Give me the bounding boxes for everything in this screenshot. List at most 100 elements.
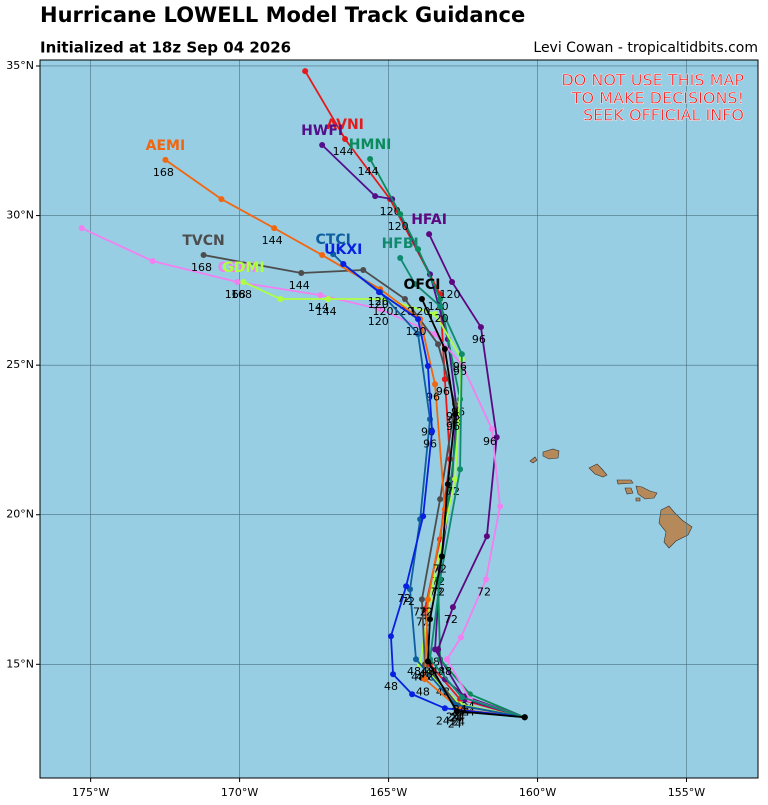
hawaii-islands [529, 448, 693, 549]
hour-label: 48 [384, 680, 398, 693]
hour-label: 120 [368, 315, 389, 328]
track-point [401, 296, 408, 303]
track-point [457, 466, 464, 473]
track-point [426, 231, 433, 238]
track-point [432, 381, 439, 388]
hour-label: 48 [411, 670, 425, 683]
hour-label: 96 [446, 420, 460, 433]
hour-label: 144 [308, 301, 329, 314]
hour-label: 120 [392, 305, 413, 318]
track-point [424, 363, 431, 370]
track-point [449, 278, 456, 285]
track-point [458, 694, 465, 701]
track-point [377, 306, 384, 313]
track-point [493, 434, 500, 441]
frame [39, 59, 759, 779]
hour-label: 96 [453, 360, 467, 373]
hour-label: 120 [368, 295, 389, 308]
credit: Levi Cowan - tropicaltidbits.com [533, 40, 758, 56]
hour-label: 72 [433, 562, 447, 575]
track-point [437, 303, 444, 310]
island [588, 463, 608, 478]
track-point [415, 316, 422, 323]
hour-label: 144 [358, 165, 379, 178]
track-point [360, 267, 367, 274]
warning-line: SEEK OFFICIAL INFO [583, 106, 744, 125]
track-point [435, 646, 442, 653]
model-name: CEMI [218, 260, 257, 276]
track-point [218, 196, 225, 203]
track-point [162, 156, 169, 163]
axes: 175°W 170°W 165°W 160°W 155°W 15°N 20°N 25°N 30°… [6, 59, 705, 799]
model-name: TVCN [182, 233, 224, 249]
hour-label: 168 [153, 166, 174, 179]
track-point [418, 296, 425, 303]
track-point [521, 714, 528, 721]
hour-label: 96 [483, 435, 497, 448]
hour-label: 168 [191, 261, 212, 274]
hour-label: 48 [416, 685, 430, 698]
hour-label: 72 [419, 605, 433, 618]
title: Hurricane LOWELL Model Track Guidance [40, 3, 525, 27]
warning: DO NOT USE THIS MAP TO MAKE DECISIONS! S… [561, 70, 744, 125]
track-point [453, 708, 460, 715]
hour-label: 72 [413, 605, 427, 618]
track-point [415, 246, 422, 253]
track-line [164, 159, 525, 719]
track-point [367, 156, 374, 163]
track-point [421, 676, 428, 683]
hour-label: 96 [436, 385, 450, 398]
model-name: CTCI [316, 232, 351, 248]
hour-label: 72 [397, 592, 411, 605]
island [635, 497, 641, 502]
hour-label: 48 [407, 665, 421, 678]
hour-label: 72 [401, 595, 415, 608]
track-point [452, 476, 459, 483]
island [624, 487, 634, 495]
track-point [443, 656, 450, 663]
hour-label: 168 [231, 288, 252, 301]
ocean [40, 60, 758, 778]
model-name: UKXI [324, 242, 362, 258]
hour-label: 144 [316, 305, 337, 318]
track-point [457, 634, 464, 641]
track-point [325, 296, 332, 303]
hour-label: 72 [444, 613, 458, 626]
hour-label: 96 [453, 365, 467, 378]
track-point [317, 292, 324, 299]
model-name: GDMI [222, 260, 264, 276]
y-tick-label: 20°N [6, 508, 34, 521]
hour-label: 120 [368, 298, 389, 311]
track-point [435, 341, 442, 348]
y-tick-label: 15°N [6, 657, 34, 670]
hour-label: 72 [477, 585, 491, 598]
track-line [81, 227, 526, 719]
track-point [441, 376, 448, 383]
track-point [412, 656, 419, 663]
warning-line: DO NOT USE THIS MAP [561, 71, 744, 90]
hour-label: 168 [225, 288, 246, 301]
track-point [483, 533, 490, 540]
hour-label: 144 [333, 145, 354, 158]
model-name: OFCI [403, 277, 440, 293]
hour-label: 120 [372, 305, 393, 318]
track-point [298, 270, 305, 277]
model-name: HFAI [411, 212, 447, 228]
grid [40, 60, 758, 778]
hour-label: 24 [448, 717, 462, 730]
track-point [319, 141, 326, 148]
track-point [234, 278, 241, 285]
hour-label: 24 [451, 710, 465, 723]
track-point [78, 225, 85, 232]
track-point [397, 255, 404, 262]
hour-label: 120 [409, 305, 430, 318]
model-name: AEMI [146, 138, 186, 154]
model-name: HMNI [349, 137, 392, 153]
track-point [441, 345, 448, 352]
track-point [438, 553, 445, 560]
track-point [240, 278, 247, 285]
track-point [403, 583, 410, 590]
hour-label: 48 [419, 667, 433, 680]
